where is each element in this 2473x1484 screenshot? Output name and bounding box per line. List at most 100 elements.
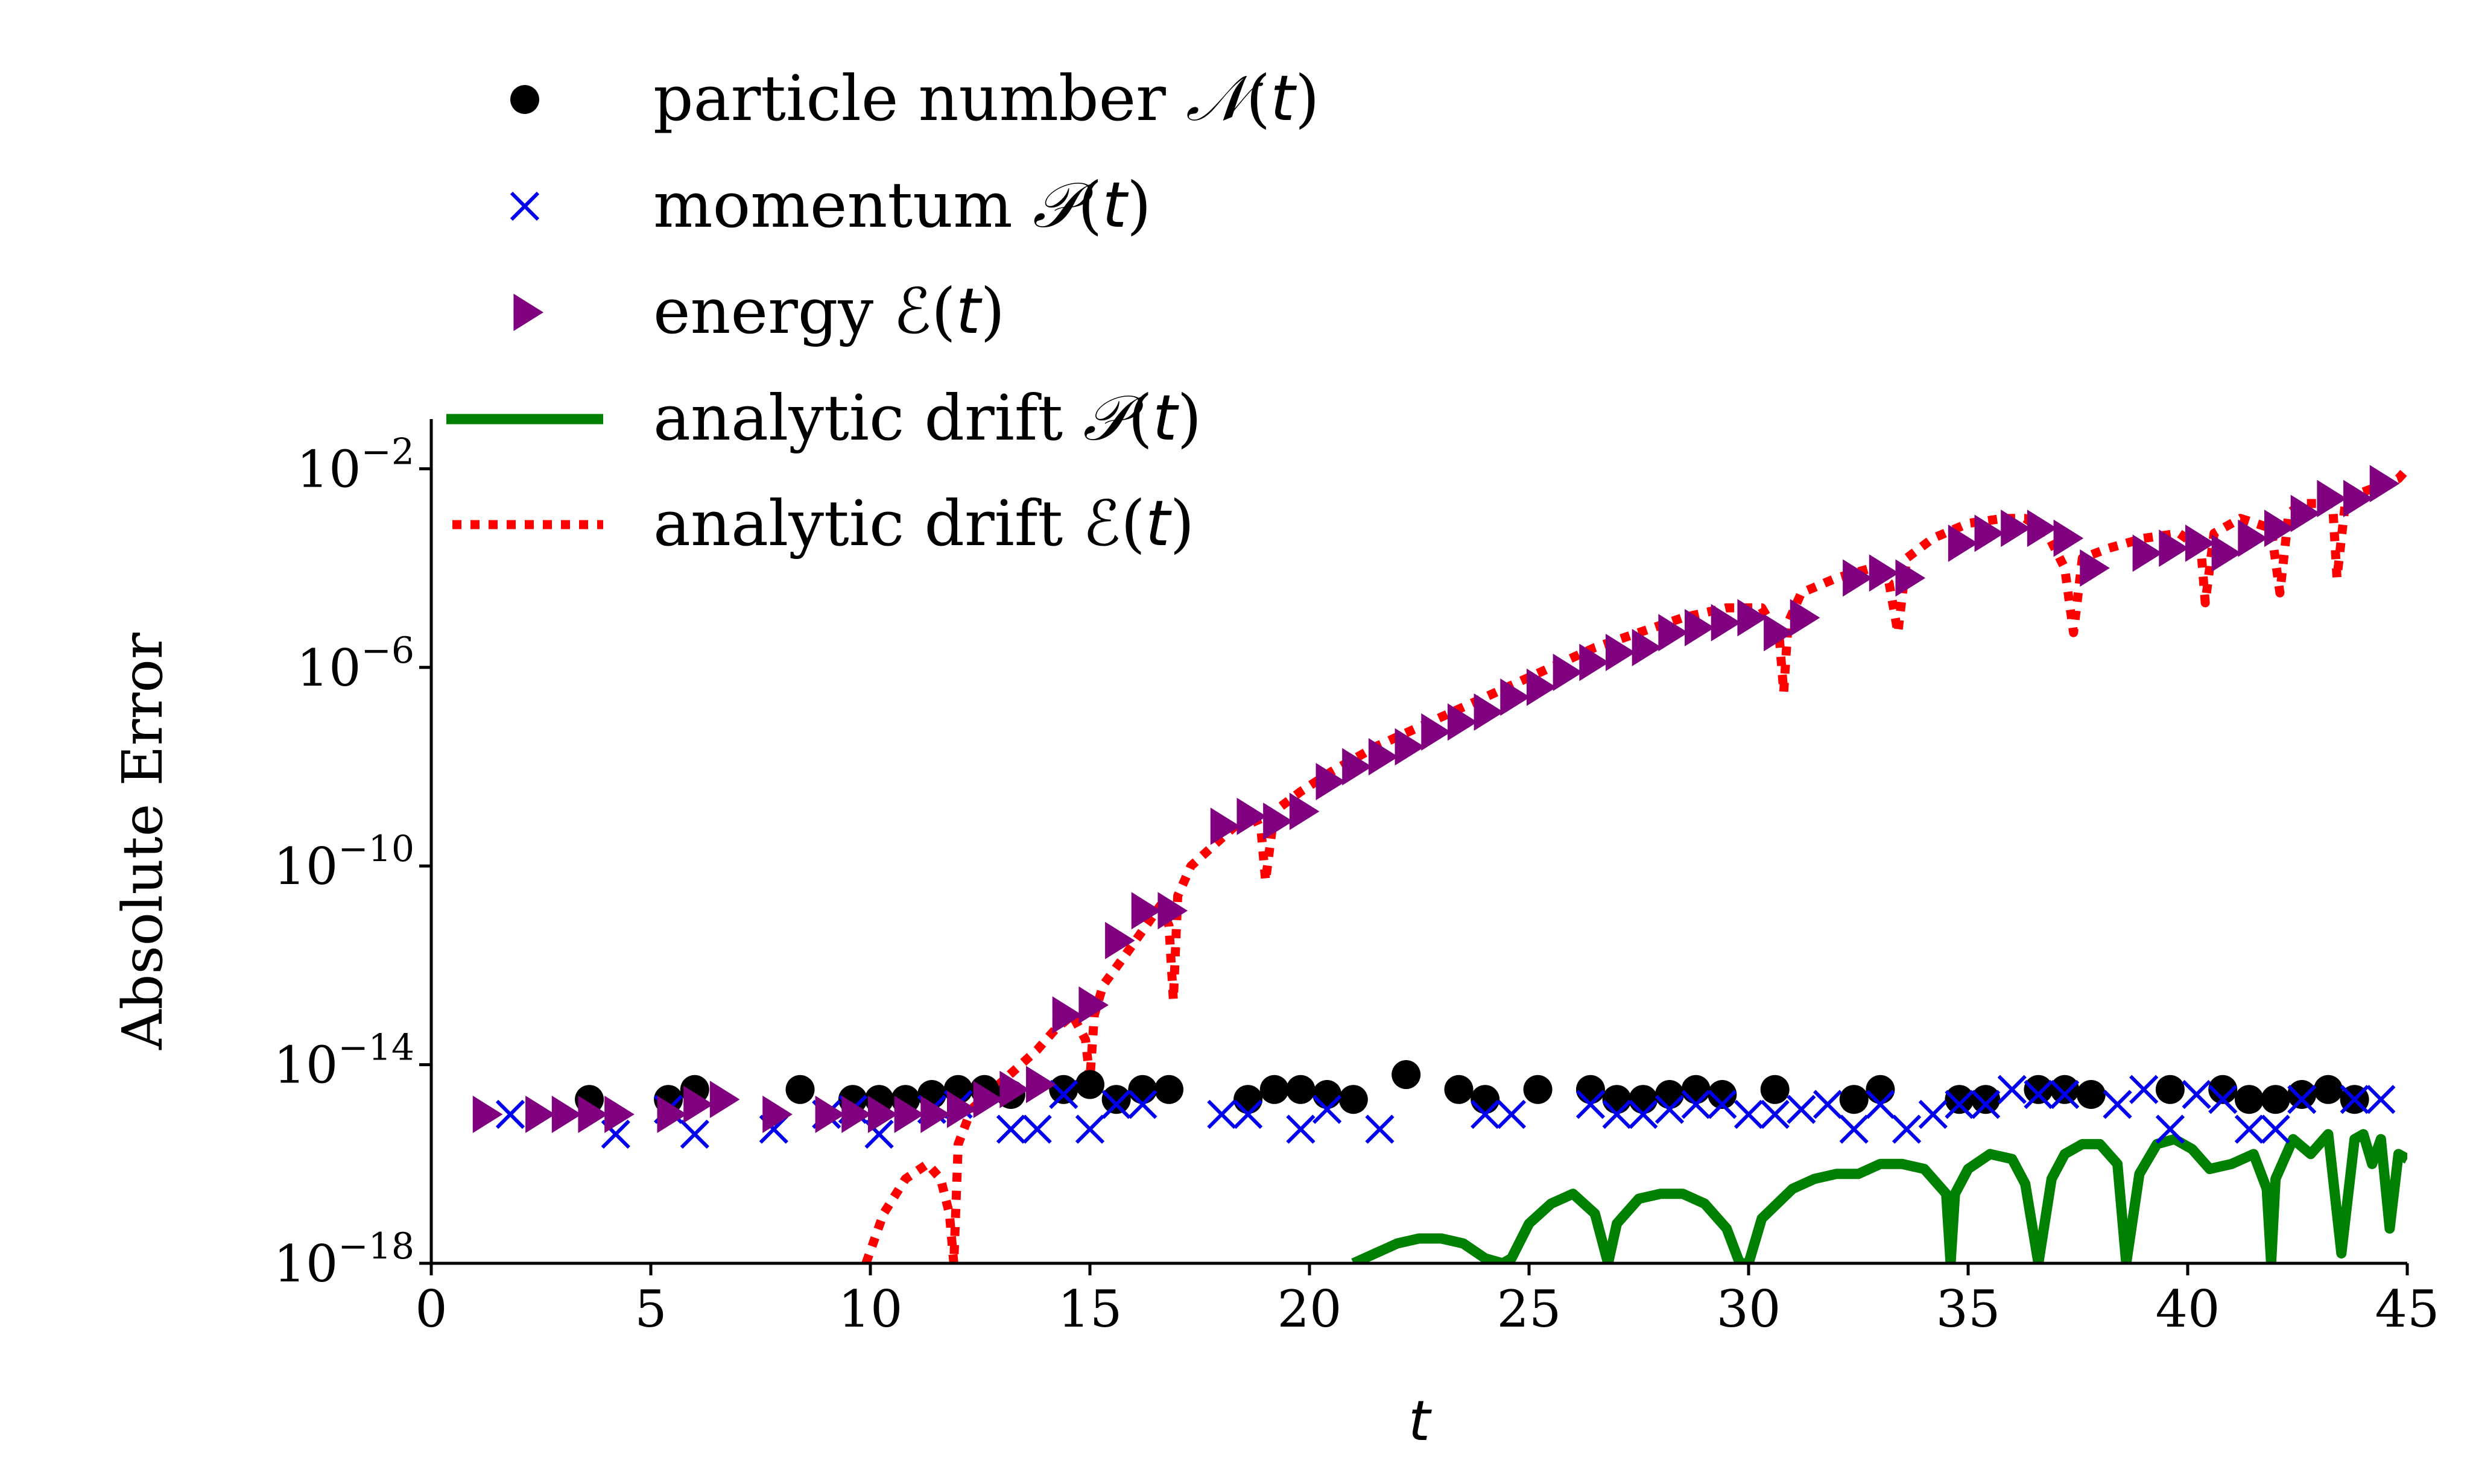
momentum-point	[1101, 1090, 1131, 1119]
particle-number-point	[1444, 1075, 1474, 1104]
legend-swatch-triangle-right	[513, 294, 543, 331]
energy-point	[1263, 803, 1293, 841]
energy-point	[1974, 514, 2005, 552]
momentum-point	[1708, 1090, 1737, 1119]
energy-point	[2159, 529, 2189, 567]
legend-swatch-circle	[510, 85, 539, 114]
particle-number-point	[1866, 1075, 1895, 1104]
particle-number-point	[1101, 1085, 1131, 1114]
particle-number-point	[1338, 1085, 1368, 1114]
legend-label-var: t	[1153, 381, 1179, 455]
particle-number-point	[2313, 1075, 2343, 1104]
energy-point	[2317, 479, 2347, 517]
particle-number-point	[1681, 1075, 1711, 1104]
energy-point	[1316, 763, 1346, 801]
x-tick-label: 30	[1717, 1280, 1781, 1339]
momentum-point	[680, 1119, 709, 1149]
series-2	[472, 465, 2400, 1133]
momentum-point	[1022, 1114, 1052, 1144]
legend-label-arg: (	[1246, 62, 1271, 135]
legend-label-close: )	[1295, 62, 1320, 135]
legend-label-arg: (	[931, 274, 956, 348]
energy-point	[2001, 510, 2031, 548]
legend-swatch-x	[510, 191, 540, 221]
momentum-point	[2155, 1114, 2185, 1144]
energy-point	[999, 1070, 1030, 1108]
energy-point	[1236, 797, 1267, 835]
legend-label-var: t	[1145, 487, 1172, 560]
energy-point	[1078, 986, 1109, 1024]
particle-number-point	[1575, 1075, 1605, 1104]
energy-point	[762, 1095, 793, 1133]
series-1	[495, 1075, 2396, 1149]
legend-label: particle number 𝒩(t)	[653, 62, 1320, 135]
particle-number-point	[2155, 1075, 2185, 1104]
y-axis-label: Absolute Error	[110, 633, 175, 1050]
y-tick-exponent: −6	[361, 630, 414, 672]
particle-number-point	[2234, 1085, 2264, 1114]
energy-point	[2369, 465, 2400, 503]
momentum-point	[1787, 1094, 1816, 1124]
energy-point	[2264, 510, 2294, 548]
series-3	[1351, 1129, 2407, 1263]
legend-label-name: particle number	[653, 62, 1186, 135]
energy-point	[1026, 1066, 1056, 1104]
momentum-point	[1681, 1090, 1711, 1119]
legend-label-close: )	[1177, 381, 1202, 455]
particle-number-point	[785, 1075, 815, 1104]
momentum-point	[1813, 1090, 1843, 1119]
particle-number-point	[1286, 1075, 1316, 1104]
momentum-point	[1575, 1090, 1606, 1119]
energy-point	[2238, 519, 2268, 557]
particle-number-point	[1233, 1085, 1263, 1114]
legend-label-arg: (	[1078, 168, 1103, 242]
legend-label-name: analytic drift	[653, 487, 1083, 560]
energy-point	[1685, 608, 1715, 646]
energy-point	[867, 1095, 898, 1133]
energy-point	[472, 1095, 503, 1133]
energy-point	[1843, 559, 1873, 597]
energy-point	[2211, 534, 2242, 572]
energy-point	[1289, 792, 1320, 830]
y-tick-exponent: −14	[338, 1027, 414, 1069]
particle-number-point	[2024, 1075, 2053, 1104]
energy-point	[1395, 728, 1425, 766]
momentum-point	[1471, 1099, 1500, 1129]
momentum-point	[1365, 1114, 1395, 1144]
momentum-point	[996, 1114, 1026, 1144]
energy-point	[947, 1090, 977, 1128]
legend-label-arg: (	[1121, 487, 1145, 560]
x-tick-label: 25	[1497, 1280, 1562, 1339]
momentum-point	[2024, 1079, 2053, 1110]
energy-point	[1447, 703, 1478, 741]
momentum-point	[1734, 1099, 1764, 1129]
momentum-point	[495, 1099, 525, 1129]
legend-label-close: )	[1170, 487, 1195, 560]
particle-number-point	[1839, 1085, 1869, 1114]
momentum-point	[1128, 1090, 1157, 1119]
energy-point	[2053, 519, 2084, 557]
y-tick-base: 10	[273, 1036, 338, 1095]
legend-label: energy ℰ(t)	[653, 274, 1005, 348]
energy-point	[1052, 996, 1083, 1034]
particle-number-point	[2287, 1080, 2317, 1109]
particle-number-point	[1471, 1085, 1500, 1114]
legend-label-name: analytic drift	[653, 381, 1083, 455]
momentum-point	[1075, 1114, 1105, 1144]
energy-point	[2343, 479, 2373, 517]
particle-number-point	[1312, 1080, 1342, 1109]
energy-point	[1948, 524, 1978, 562]
particle-number-point	[1049, 1075, 1078, 1104]
y-tick-exponent: −18	[338, 1225, 414, 1268]
y-tick-base: 10	[273, 1234, 338, 1293]
momentum-point	[2208, 1085, 2238, 1114]
legend-label-symbol: ℰ	[1083, 487, 1121, 560]
y-tick-base: 10	[273, 837, 338, 896]
momentum-point	[1286, 1114, 1316, 1144]
particle-number-point	[1259, 1075, 1289, 1104]
legend-label: analytic drift 𝒫(t)	[653, 381, 1202, 455]
momentum-point	[1918, 1099, 1948, 1129]
momentum-point	[2050, 1079, 2080, 1110]
momentum-point	[1839, 1114, 1869, 1144]
